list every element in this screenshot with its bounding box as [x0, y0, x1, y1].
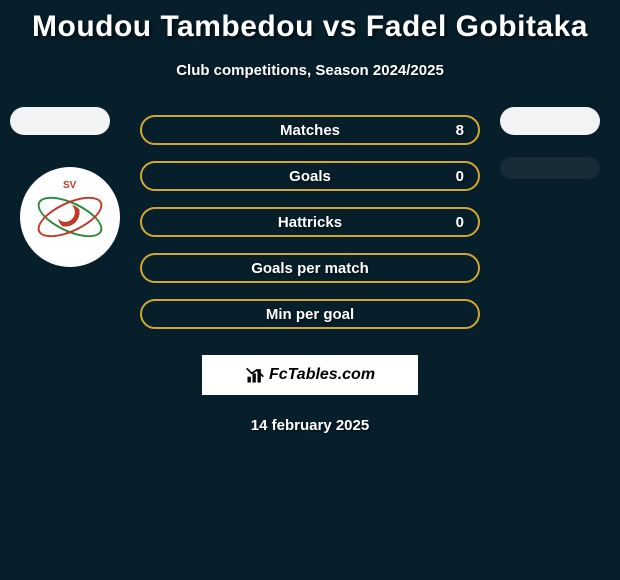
stat-bar: Goals per match: [140, 253, 480, 283]
stat-label: Goals: [289, 168, 331, 185]
brand-banner[interactable]: FcTables.com: [202, 355, 418, 395]
stat-bar: Hattricks 0: [140, 207, 480, 237]
stat-bar: Goals 0: [140, 161, 480, 191]
left-player-blob: [10, 107, 110, 135]
stat-bar: Matches 8: [140, 115, 480, 145]
stat-label: Min per goal: [266, 306, 354, 323]
stat-label: Matches: [280, 122, 340, 139]
stat-value: 0: [456, 168, 464, 185]
right-player-blob: [500, 107, 600, 135]
stat-value: 8: [456, 122, 464, 139]
subtitle: Club competitions, Season 2024/2025: [0, 62, 620, 79]
stat-row: Min per goal: [0, 291, 620, 337]
date-label: 14 february 2025: [0, 417, 620, 434]
club-logo-text: SV: [63, 180, 76, 191]
club-logo: SV: [20, 167, 120, 267]
page-title: Moudou Tambedou vs Fadel Gobitaka: [0, 0, 620, 44]
bar-chart-icon: [245, 365, 265, 385]
stat-value: 0: [456, 214, 464, 231]
brand-text: FcTables.com: [269, 366, 375, 384]
right-club-blob: [500, 157, 600, 179]
stat-label: Hattricks: [278, 214, 342, 231]
stat-label: Goals per match: [251, 260, 369, 277]
stat-bar: Min per goal: [140, 299, 480, 329]
stats-area: SV Matches 8 Goals 0 Hattricks 0 Goals per mat…: [0, 107, 620, 337]
